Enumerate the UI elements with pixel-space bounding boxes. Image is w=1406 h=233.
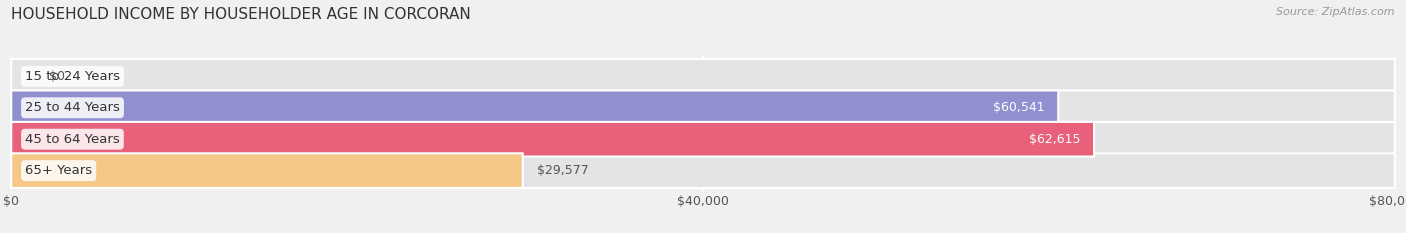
Text: $62,615: $62,615 <box>1029 133 1080 146</box>
FancyBboxPatch shape <box>11 122 1395 157</box>
Text: 15 to 24 Years: 15 to 24 Years <box>25 70 120 83</box>
Text: $29,577: $29,577 <box>537 164 588 177</box>
Text: $0: $0 <box>49 70 65 83</box>
Text: HOUSEHOLD INCOME BY HOUSEHOLDER AGE IN CORCORAN: HOUSEHOLD INCOME BY HOUSEHOLDER AGE IN C… <box>11 7 471 22</box>
FancyBboxPatch shape <box>11 59 1395 94</box>
FancyBboxPatch shape <box>11 153 523 188</box>
FancyBboxPatch shape <box>11 90 1395 125</box>
Text: $60,541: $60,541 <box>993 101 1045 114</box>
Text: 45 to 64 Years: 45 to 64 Years <box>25 133 120 146</box>
FancyBboxPatch shape <box>11 122 1094 157</box>
Text: 25 to 44 Years: 25 to 44 Years <box>25 101 120 114</box>
Text: 65+ Years: 65+ Years <box>25 164 93 177</box>
Text: Source: ZipAtlas.com: Source: ZipAtlas.com <box>1277 7 1395 17</box>
FancyBboxPatch shape <box>11 90 1059 125</box>
FancyBboxPatch shape <box>11 153 1395 188</box>
